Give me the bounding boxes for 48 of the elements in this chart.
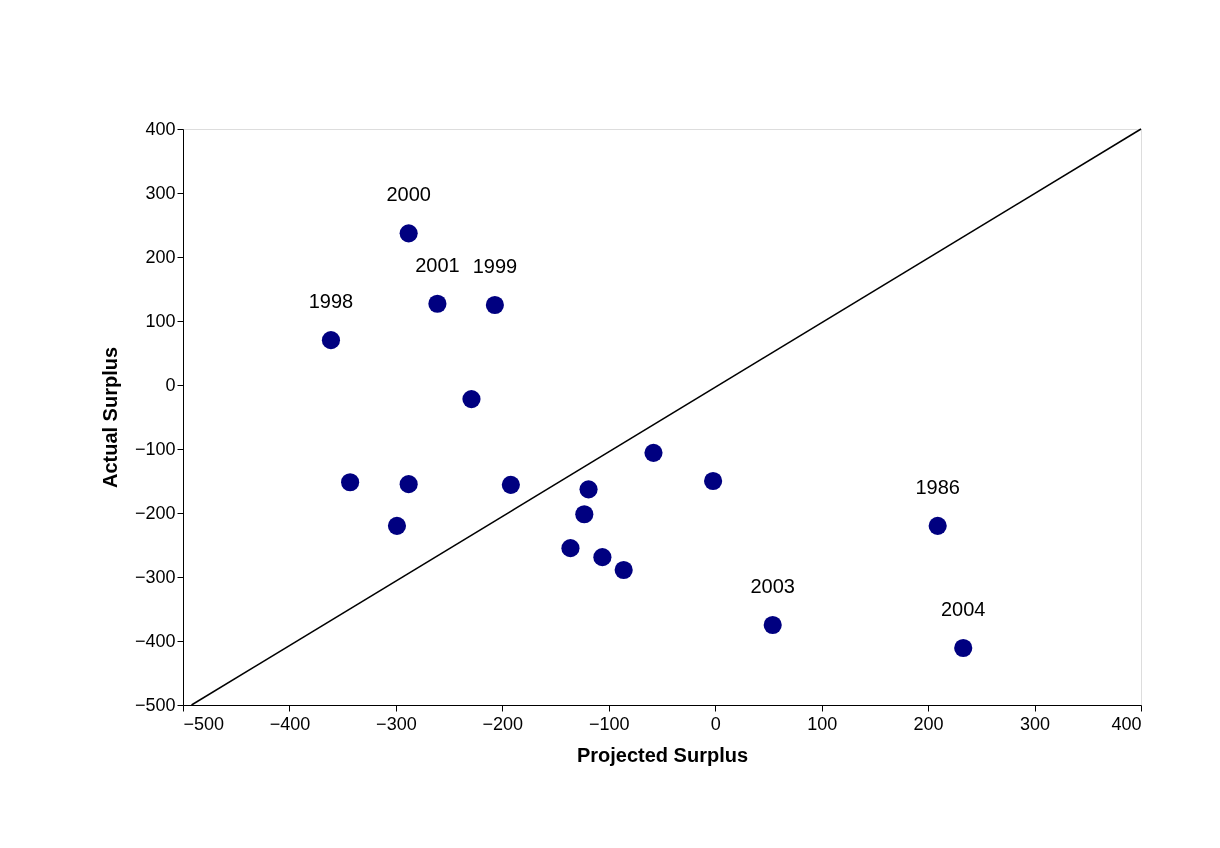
y-tick-label: −500 bbox=[134, 694, 176, 715]
point bbox=[954, 638, 973, 658]
x-tick-label: 0 bbox=[710, 713, 721, 734]
point bbox=[399, 475, 418, 494]
annotation: 2004 bbox=[940, 598, 986, 621]
point bbox=[321, 331, 341, 350]
point bbox=[644, 443, 663, 462]
annotation: 1999 bbox=[472, 255, 518, 277]
y-tick-label: 100 bbox=[145, 310, 176, 331]
y-tick-label: −400 bbox=[134, 630, 176, 651]
y-tick-label: −200 bbox=[134, 502, 176, 523]
point bbox=[462, 390, 481, 409]
x-tick-label: −200 bbox=[482, 713, 524, 734]
x-tick-label: −100 bbox=[589, 713, 630, 734]
y-tick-label: 400 bbox=[145, 118, 176, 139]
point bbox=[575, 505, 594, 524]
x-tick-label: 400 bbox=[1111, 713, 1142, 734]
point bbox=[614, 560, 633, 580]
y-tick-label: 200 bbox=[145, 246, 176, 267]
x-tick-label: −300 bbox=[376, 713, 417, 734]
point bbox=[763, 615, 782, 635]
x-tick-label: 100 bbox=[807, 713, 838, 734]
point bbox=[341, 473, 360, 492]
y-axis-title: Actual Surplus bbox=[98, 346, 121, 489]
annotation: 1986 bbox=[915, 475, 960, 498]
y-tick-label: 0 bbox=[165, 374, 176, 395]
x-tick-label: −500 bbox=[183, 713, 225, 734]
annotation: 2001 bbox=[415, 253, 460, 276]
annotation: 2003 bbox=[750, 575, 795, 597]
point bbox=[485, 295, 504, 315]
point bbox=[704, 471, 723, 491]
point bbox=[387, 516, 407, 535]
point bbox=[428, 294, 447, 313]
point bbox=[579, 480, 598, 499]
point bbox=[593, 548, 612, 567]
x-tick-label: 200 bbox=[913, 713, 944, 734]
x-tick-label: 300 bbox=[1020, 713, 1051, 734]
point bbox=[928, 516, 947, 535]
point bbox=[561, 539, 580, 558]
point bbox=[399, 224, 418, 243]
annotation: 2000 bbox=[386, 183, 431, 206]
y-tick-label: −100 bbox=[134, 438, 176, 459]
annotation: 1998 bbox=[308, 290, 354, 313]
x-tick-label: −400 bbox=[269, 713, 311, 734]
y-tick-label: −300 bbox=[134, 566, 176, 587]
x-axis-title: Projected Surplus bbox=[576, 743, 749, 766]
y-tick-label: 300 bbox=[145, 182, 176, 203]
point bbox=[501, 475, 520, 494]
